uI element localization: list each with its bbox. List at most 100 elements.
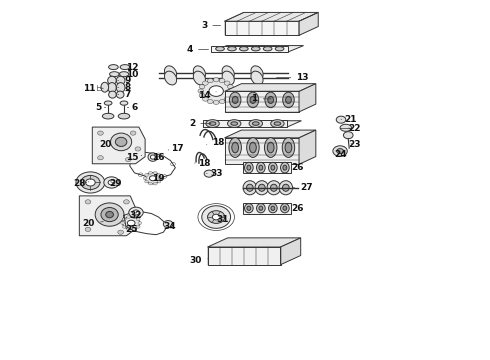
Ellipse shape	[268, 142, 274, 153]
Ellipse shape	[243, 181, 257, 195]
Ellipse shape	[213, 100, 219, 104]
Ellipse shape	[229, 138, 242, 157]
Polygon shape	[299, 12, 318, 35]
Ellipse shape	[136, 218, 140, 221]
Polygon shape	[79, 196, 136, 236]
Text: 18: 18	[207, 139, 225, 148]
Ellipse shape	[202, 97, 208, 101]
Text: 26: 26	[286, 163, 304, 172]
Text: 31: 31	[216, 215, 229, 224]
Text: 19: 19	[152, 174, 165, 183]
Ellipse shape	[126, 228, 130, 230]
Text: 1: 1	[251, 94, 271, 103]
Ellipse shape	[145, 174, 148, 176]
Ellipse shape	[282, 138, 294, 157]
Ellipse shape	[116, 83, 125, 93]
Text: 28: 28	[73, 179, 89, 188]
Ellipse shape	[222, 71, 234, 85]
Ellipse shape	[222, 66, 234, 80]
Ellipse shape	[202, 81, 208, 85]
Ellipse shape	[228, 47, 236, 51]
Ellipse shape	[268, 96, 273, 103]
Ellipse shape	[153, 182, 157, 185]
Polygon shape	[203, 121, 301, 127]
Ellipse shape	[251, 47, 260, 51]
Ellipse shape	[283, 165, 287, 170]
Text: 21: 21	[341, 115, 357, 124]
Text: 22: 22	[348, 124, 361, 133]
Ellipse shape	[275, 47, 284, 51]
Ellipse shape	[212, 214, 220, 220]
Ellipse shape	[265, 138, 277, 157]
Ellipse shape	[283, 92, 294, 108]
Text: 33: 33	[207, 169, 222, 178]
Ellipse shape	[209, 122, 216, 125]
Polygon shape	[281, 238, 301, 265]
Polygon shape	[224, 91, 299, 112]
Ellipse shape	[118, 113, 130, 119]
Text: 14: 14	[198, 91, 216, 100]
Text: 16: 16	[152, 153, 165, 162]
Ellipse shape	[333, 146, 347, 156]
Ellipse shape	[227, 85, 233, 89]
Ellipse shape	[250, 96, 256, 103]
Ellipse shape	[132, 228, 136, 230]
Ellipse shape	[159, 177, 162, 180]
Text: 17: 17	[168, 144, 184, 153]
Ellipse shape	[219, 78, 225, 83]
Ellipse shape	[149, 176, 156, 181]
Ellipse shape	[208, 211, 225, 224]
Ellipse shape	[115, 137, 127, 147]
Ellipse shape	[163, 221, 173, 228]
Ellipse shape	[98, 156, 103, 160]
Text: 3: 3	[201, 21, 220, 30]
Ellipse shape	[240, 47, 248, 51]
Ellipse shape	[247, 165, 251, 170]
Text: 11: 11	[83, 84, 103, 93]
Ellipse shape	[247, 92, 259, 108]
Ellipse shape	[76, 172, 105, 193]
Ellipse shape	[122, 217, 140, 229]
Ellipse shape	[336, 116, 346, 123]
Ellipse shape	[127, 220, 135, 226]
Ellipse shape	[86, 179, 95, 186]
Ellipse shape	[193, 71, 205, 85]
Bar	[203, 120, 287, 127]
Ellipse shape	[245, 204, 253, 213]
Ellipse shape	[286, 96, 292, 103]
Polygon shape	[211, 46, 304, 52]
Ellipse shape	[157, 174, 161, 176]
Text: 5: 5	[96, 103, 106, 112]
Polygon shape	[299, 130, 316, 164]
Ellipse shape	[204, 170, 214, 177]
Ellipse shape	[199, 93, 205, 98]
Ellipse shape	[259, 165, 263, 170]
Ellipse shape	[111, 133, 132, 151]
Ellipse shape	[104, 177, 119, 188]
Ellipse shape	[282, 184, 289, 191]
Ellipse shape	[102, 113, 114, 119]
Ellipse shape	[135, 147, 141, 151]
Text: 20: 20	[99, 140, 118, 149]
Text: 8: 8	[118, 83, 130, 92]
Text: 25: 25	[125, 225, 137, 234]
Ellipse shape	[130, 131, 136, 135]
Ellipse shape	[101, 207, 118, 222]
Ellipse shape	[148, 182, 152, 185]
Ellipse shape	[121, 222, 124, 224]
Ellipse shape	[125, 157, 131, 162]
Ellipse shape	[267, 181, 281, 195]
Ellipse shape	[126, 216, 130, 219]
Bar	[211, 46, 288, 52]
Ellipse shape	[202, 206, 231, 228]
Ellipse shape	[110, 72, 119, 77]
Ellipse shape	[281, 204, 289, 213]
Ellipse shape	[269, 162, 277, 173]
Polygon shape	[224, 130, 316, 138]
Ellipse shape	[246, 184, 253, 191]
Ellipse shape	[129, 207, 143, 218]
Ellipse shape	[123, 200, 129, 204]
Ellipse shape	[132, 216, 136, 219]
Ellipse shape	[133, 210, 139, 215]
Ellipse shape	[199, 85, 205, 89]
